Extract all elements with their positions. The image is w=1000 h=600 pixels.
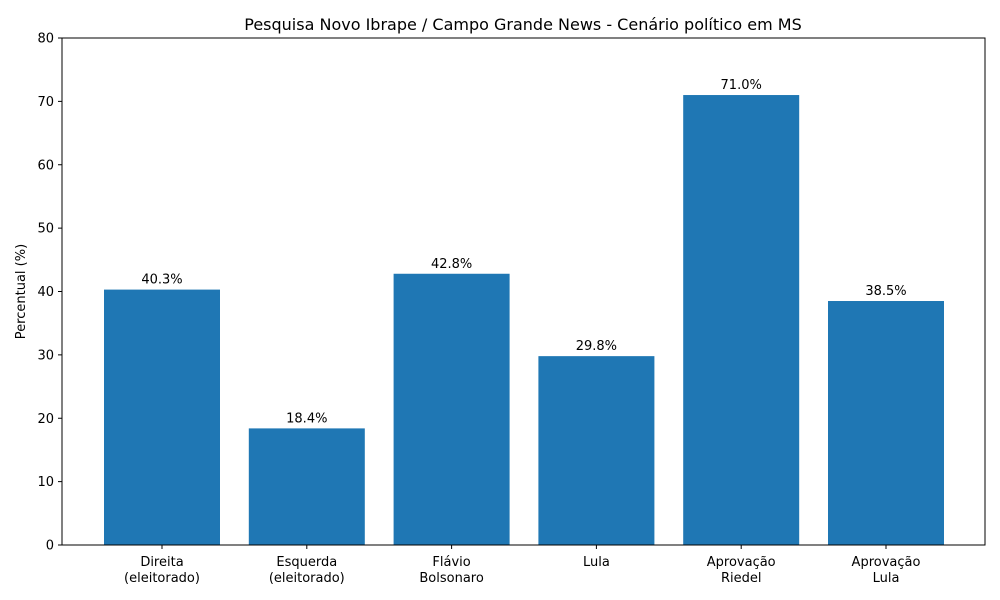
value-label-2: 42.8%	[431, 257, 472, 272]
plot-frame	[61, 37, 986, 546]
y-axis: 0 10 20 30 40 50 60 70 80	[37, 32, 62, 554]
chart-title: Pesquisa Novo Ibrape / Campo Grande News…	[244, 15, 802, 34]
y-tick-label-0: 0	[46, 539, 54, 554]
y-tick-label-1: 10	[37, 475, 54, 490]
value-label-1: 18.4%	[286, 411, 327, 426]
y-tick-label-6: 60	[37, 158, 54, 173]
bar-2	[393, 273, 510, 545]
x-tick-label-4: Aprovação Riedel	[707, 555, 776, 586]
value-labels-group: 40.3% 18.4% 42.8% 29.8% 71.0% 38.5%	[141, 78, 906, 426]
value-label-3: 29.8%	[576, 339, 617, 354]
bars-group	[104, 95, 944, 545]
x-tick-label-0: Direita (eleitorado)	[124, 555, 200, 586]
bar-1	[248, 428, 365, 545]
bar-5	[828, 301, 944, 545]
bar-0	[104, 289, 220, 545]
y-tick-label-2: 20	[37, 412, 54, 427]
value-label-4: 71.0%	[721, 78, 762, 93]
bar-3	[538, 356, 655, 545]
bar-4	[683, 95, 800, 545]
y-tick-label-3: 30	[37, 348, 54, 363]
value-label-0: 40.3%	[141, 273, 182, 288]
y-axis-label: Percentual (%)	[14, 244, 29, 339]
y-tick-label-5: 50	[37, 222, 54, 237]
x-tick-label-1: Esquerda (eleitorado)	[269, 555, 345, 586]
value-label-5: 38.5%	[865, 284, 906, 299]
y-tick-label-8: 80	[37, 32, 54, 47]
x-tick-label-5: Aprovação Lula	[852, 555, 921, 586]
x-tick-label-2: Flávio Bolsonaro	[419, 555, 483, 586]
y-tick-label-4: 40	[37, 285, 54, 300]
x-axis: Direita (eleitorado) Esquerda (eleitorado) F…	[124, 545, 920, 586]
x-tick-label-3: Lula	[583, 555, 610, 570]
y-tick-label-7: 70	[37, 95, 54, 110]
